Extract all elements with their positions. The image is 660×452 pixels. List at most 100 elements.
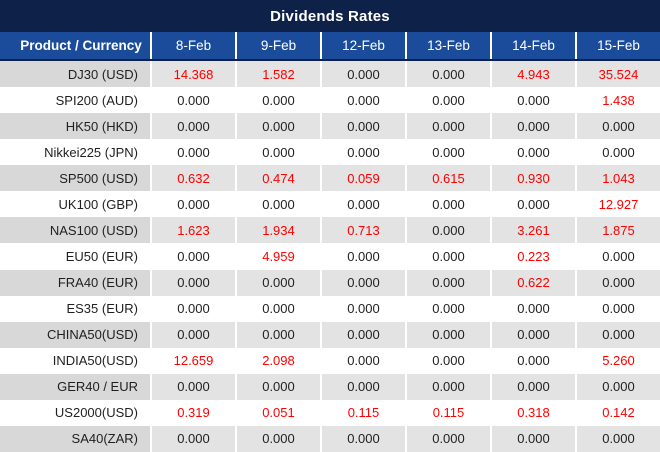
product-label: DJ30 (USD) (0, 61, 150, 88)
date-header-15-feb: 15-Feb (575, 32, 660, 59)
table-header-row: Product / Currency 8-Feb 9-Feb 12-Feb 13… (0, 32, 660, 61)
date-header-14-feb: 14-Feb (490, 32, 575, 59)
dividend-value: 0.000 (150, 113, 235, 140)
product-label: INDIA50(USD) (0, 347, 150, 374)
dividend-value: 14.368 (150, 61, 235, 88)
dividend-value: 0.000 (320, 347, 405, 374)
dividend-value: 0.000 (575, 425, 660, 452)
dividend-value: 0.000 (490, 191, 575, 218)
dividend-value: 0.000 (320, 295, 405, 322)
dividend-value: 0.000 (405, 217, 490, 244)
dividend-value: 1.438 (575, 87, 660, 114)
dividend-value: 0.000 (150, 295, 235, 322)
dividend-value: 0.000 (575, 243, 660, 270)
dividend-value: 1.582 (235, 61, 320, 88)
table-row: EU50 (EUR) 0.000 4.959 0.000 0.000 0.223 0.00… (0, 243, 660, 270)
table-row: UK100 (GBP) 0.000 0.000 0.000 0.000 0.000 12.… (0, 191, 660, 218)
dividend-value: 0.000 (150, 373, 235, 400)
date-header-12-feb: 12-Feb (320, 32, 405, 59)
date-header-13-feb: 13-Feb (405, 32, 490, 59)
dividend-value: 0.713 (320, 217, 405, 244)
dividend-value: 0.115 (405, 399, 490, 426)
dividend-value: 0.000 (405, 295, 490, 322)
table-body: DJ30 (USD) 14.368 1.582 0.000 0.000 4.943 35.… (0, 61, 660, 452)
dividend-value: 0.000 (490, 425, 575, 452)
product-label: UK100 (GBP) (0, 191, 150, 218)
product-label: EU50 (EUR) (0, 243, 150, 270)
product-label: SPI200 (AUD) (0, 87, 150, 114)
dividend-value: 1.875 (575, 217, 660, 244)
dividend-value: 0.318 (490, 399, 575, 426)
dividend-value: 0.059 (320, 165, 405, 192)
dividend-value: 0.000 (490, 295, 575, 322)
dividend-value: 0.000 (235, 321, 320, 348)
dividend-value: 0.615 (405, 165, 490, 192)
dividend-value: 0.000 (150, 269, 235, 296)
dividend-value: 0.000 (320, 191, 405, 218)
table-row: FRA40 (EUR) 0.000 0.000 0.000 0.000 0.622 0.0… (0, 269, 660, 296)
table-row: SPI200 (AUD) 0.000 0.000 0.000 0.000 0.000 1.… (0, 87, 660, 114)
dividend-value: 0.000 (405, 139, 490, 166)
table-row: Nikkei225 (JPN) 0.000 0.000 0.000 0.000 0.00… (0, 139, 660, 166)
dividend-value: 0.000 (235, 139, 320, 166)
dividend-value: 4.943 (490, 61, 575, 88)
date-header-9-feb: 9-Feb (235, 32, 320, 59)
table-row: SA40(ZAR) 0.000 0.000 0.000 0.000 0.000 0.000 (0, 425, 660, 452)
product-label: NAS100 (USD) (0, 217, 150, 244)
dividend-value: 0.000 (405, 347, 490, 374)
dividend-value: 0.000 (235, 425, 320, 452)
dividend-value: 0.000 (575, 373, 660, 400)
dividend-value: 0.000 (235, 87, 320, 114)
dividend-value: 0.000 (490, 139, 575, 166)
dividend-value: 0.474 (235, 165, 320, 192)
date-header-8-feb: 8-Feb (150, 32, 235, 59)
dividend-value: 0.000 (235, 295, 320, 322)
dividend-value: 0.000 (405, 61, 490, 88)
dividend-value: 0.000 (320, 113, 405, 140)
dividend-value: 0.000 (405, 373, 490, 400)
dividend-value: 1.934 (235, 217, 320, 244)
table-row: INDIA50(USD) 12.659 2.098 0.000 0.000 0.000 5… (0, 347, 660, 374)
dividend-value: 1.623 (150, 217, 235, 244)
dividend-value: 0.000 (490, 113, 575, 140)
dividend-value: 0.000 (490, 321, 575, 348)
dividend-value: 0.000 (320, 321, 405, 348)
product-label: US2000(USD) (0, 399, 150, 426)
dividend-value: 0.000 (405, 113, 490, 140)
dividend-value: 0.000 (320, 269, 405, 296)
dividend-value: 0.000 (320, 425, 405, 452)
dividend-value: 5.260 (575, 347, 660, 374)
dividend-value: 0.000 (490, 87, 575, 114)
product-currency-header: Product / Currency (20, 38, 142, 53)
product-label: GER40 / EUR (0, 373, 150, 400)
product-label: CHINA50(USD) (0, 321, 150, 348)
dividend-value: 0.000 (575, 113, 660, 140)
dividend-value: 0.000 (575, 269, 660, 296)
dividend-value: 0.000 (235, 191, 320, 218)
table-row: US2000(USD) 0.319 0.051 0.115 0.115 0.318 0.1… (0, 399, 660, 426)
dividend-value: 0.000 (150, 139, 235, 166)
product-label: FRA40 (EUR) (0, 269, 150, 296)
dividend-value: 0.000 (490, 347, 575, 374)
product-label: HK50 (HKD) (0, 113, 150, 140)
dividend-value: 1.043 (575, 165, 660, 192)
dividend-value: 0.000 (235, 373, 320, 400)
dividend-value: 0.142 (575, 399, 660, 426)
dividend-value: 0.051 (235, 399, 320, 426)
dividend-value: 0.632 (150, 165, 235, 192)
table-row: GER40 / EUR 0.000 0.000 0.000 0.000 0.000 0.0… (0, 373, 660, 400)
dividend-value: 3.261 (490, 217, 575, 244)
dividend-value: 0.223 (490, 243, 575, 270)
dividend-value: 0.000 (405, 425, 490, 452)
dividend-value: 0.000 (405, 87, 490, 114)
dividend-value: 0.000 (320, 87, 405, 114)
dividend-value: 0.000 (320, 139, 405, 166)
dividend-value: 4.959 (235, 243, 320, 270)
table-row: HK50 (HKD) 0.000 0.000 0.000 0.000 0.000 0.00… (0, 113, 660, 140)
dividend-value: 0.000 (320, 373, 405, 400)
table-row: DJ30 (USD) 14.368 1.582 0.000 0.000 4.943 35.… (0, 61, 660, 88)
dividend-value: 0.000 (405, 191, 490, 218)
product-label: ES35 (EUR) (0, 295, 150, 322)
dividend-value: 0.000 (320, 61, 405, 88)
table-row: SP500 (USD) 0.632 0.474 0.059 0.615 0.930 1.0… (0, 165, 660, 192)
